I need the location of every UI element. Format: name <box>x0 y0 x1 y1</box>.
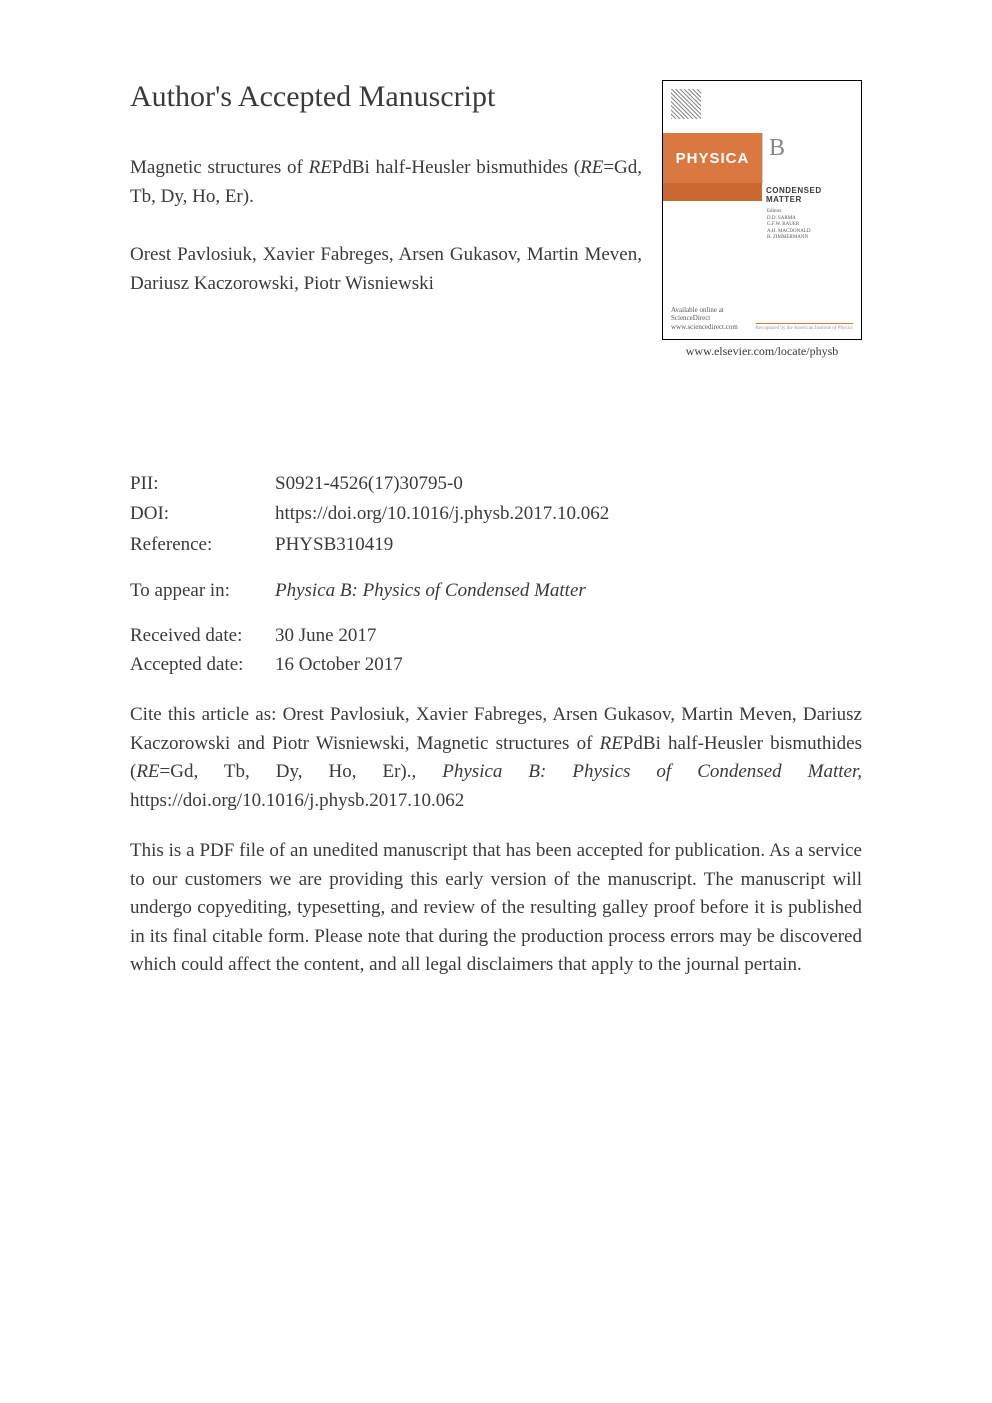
cover-subtitle-row: CONDENSED MATTER <box>663 183 861 201</box>
doi-value: https://doi.org/10.1016/j.physb.2017.10.… <box>275 499 862 529</box>
cover-physica-right: B <box>762 133 861 183</box>
received-value: 30 June 2017 <box>275 622 862 651</box>
appear-section: To appear in: Physica B: Physics of Cond… <box>130 580 862 602</box>
received-row: Received date: 30 June 2017 <box>130 622 862 651</box>
editor4: R. ZIMMERMANN <box>767 235 810 242</box>
header-section: Author's Accepted Manuscript Magnetic st… <box>130 80 862 359</box>
cover-physica-row: PHYSICA B <box>663 133 861 183</box>
cover-box: PHYSICA B CONDENSED MATTER Editors D.D. … <box>662 80 862 340</box>
citation-mid2: =Gd, Tb, Dy, Ho, Er)., <box>160 761 443 782</box>
cover-subtitle-left <box>663 183 762 201</box>
authors: Orest Pavlosiuk, Xavier Fabreges, Arsen … <box>130 241 642 298</box>
metadata-row-doi: DOI: https://doi.org/10.1016/j.physb.201… <box>130 499 862 529</box>
metadata-section: PII: S0921-4526(17)30795-0 DOI: https://… <box>130 469 862 980</box>
accepted-value: 16 October 2017 <box>275 651 862 680</box>
cover-bottom: Available online at ScienceDirect www.sc… <box>671 306 853 331</box>
pii-label: PII: <box>130 469 275 499</box>
journal-cover: PHYSICA B CONDENSED MATTER Editors D.D. … <box>662 80 862 359</box>
article-title-mid: PdBi half-Heusler bismuthides ( <box>332 157 580 178</box>
pii-value: S0921-4526(17)30795-0 <box>275 469 862 499</box>
cover-url-text: Recognized by the American Institute of … <box>756 323 853 331</box>
reference-label: Reference: <box>130 530 275 560</box>
b-label: B <box>769 135 785 162</box>
dates-section: Received date: 30 June 2017 Accepted dat… <box>130 622 862 679</box>
sciencedirect-block: Available online at ScienceDirect www.sc… <box>671 306 738 331</box>
article-title-re2: RE <box>580 157 603 178</box>
article-title-pre: Magnetic structures of <box>130 157 309 178</box>
appear-label: To appear in: <box>130 580 275 602</box>
disclaimer-text: This is a PDF file of an unedited manusc… <box>130 837 862 980</box>
sciencedirect-label: ScienceDirect <box>671 314 738 322</box>
elsevier-logo-icon <box>671 89 701 119</box>
sciencedirect-sub: www.sciencedirect.com <box>671 323 738 331</box>
article-title: Magnetic structures of REPdBi half-Heusl… <box>130 154 642 211</box>
received-label: Received date: <box>130 622 275 651</box>
citation-journal: Physica B: Physics of Condensed Matter, <box>442 761 862 782</box>
accepted-label: Accepted date: <box>130 651 275 680</box>
metadata-row-reference: Reference: PHYSB310419 <box>130 530 862 560</box>
citation-re2: RE <box>136 761 159 782</box>
metadata-row-pii: PII: S0921-4526(17)30795-0 <box>130 469 862 499</box>
appear-row: To appear in: Physica B: Physics of Cond… <box>130 580 862 602</box>
metadata-table: PII: S0921-4526(17)30795-0 DOI: https://… <box>130 469 862 560</box>
citation-doi: https://doi.org/10.1016/j.physb.2017.10.… <box>130 790 464 811</box>
appear-journal: Physica B: Physics of Condensed Matter <box>275 580 862 602</box>
header-left: Author's Accepted Manuscript Magnetic st… <box>130 80 662 298</box>
physica-label: PHYSICA <box>663 133 762 183</box>
condensed-matter-label: CONDENSED MATTER <box>762 183 861 201</box>
reference-value: PHYSB310419 <box>275 530 862 560</box>
accepted-row: Accepted date: 16 October 2017 <box>130 651 862 680</box>
article-title-re1: RE <box>309 157 332 178</box>
sciencedirect-pre: Available online at <box>671 306 738 314</box>
cover-editors: Editors D.D. SARMA G.F.W. BAUER A.H. MAC… <box>767 209 810 242</box>
journal-url: www.elsevier.com/locate/physb <box>662 344 862 359</box>
citation-re1: RE <box>600 733 623 754</box>
citation-section: Cite this article as: Orest Pavlosiuk, X… <box>130 701 862 815</box>
main-title: Author's Accepted Manuscript <box>130 80 642 114</box>
doi-label: DOI: <box>130 499 275 529</box>
